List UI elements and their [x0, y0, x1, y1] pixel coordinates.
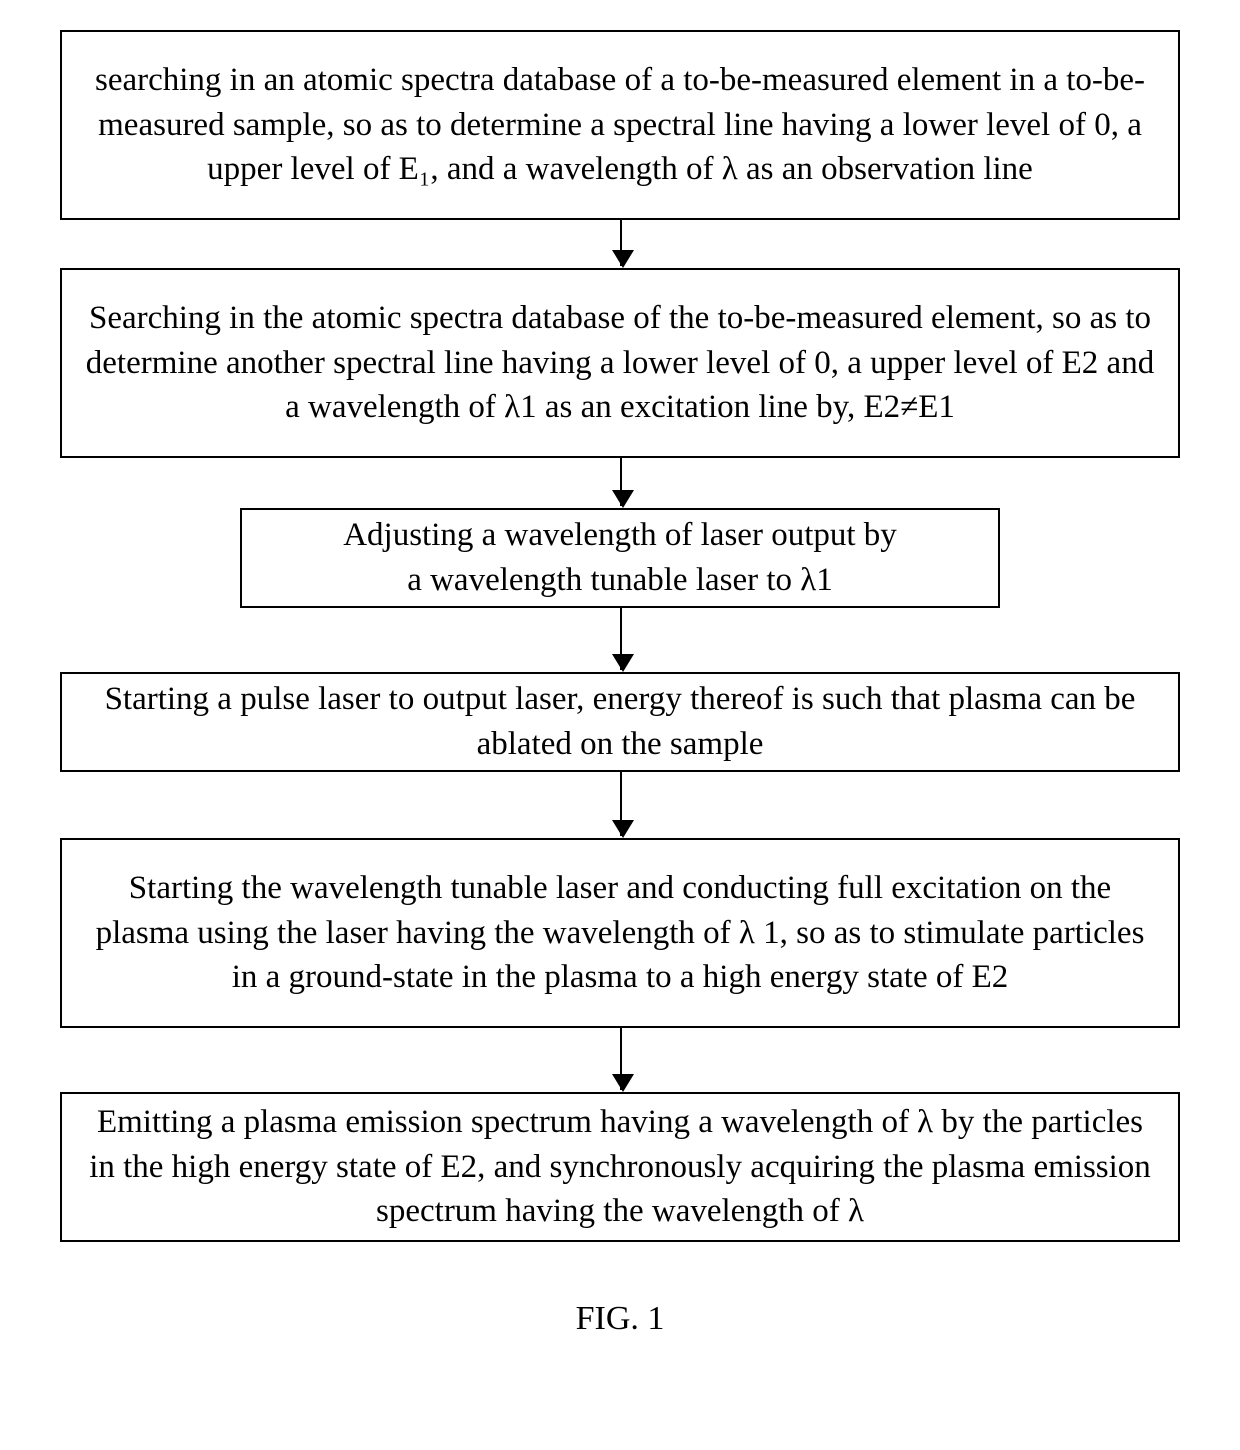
flow-step-1: searching in an atomic spectra database …: [60, 30, 1180, 220]
flow-step-2: Searching in the atomic spectra database…: [60, 268, 1180, 458]
flow-step-6: Emitting a plasma emission spectrum havi…: [60, 1092, 1180, 1242]
flow-step-2-text: Searching in the atomic spectra database…: [82, 296, 1158, 430]
flow-arrow-2-3: [620, 458, 622, 506]
flowchart-canvas: searching in an atomic spectra database …: [0, 0, 1240, 1450]
flow-step-1-text: searching in an atomic spectra database …: [82, 58, 1158, 192]
flow-step-3-text: Adjusting a wavelength of laser output b…: [343, 513, 897, 602]
figure-caption: FIG. 1: [0, 1300, 1240, 1338]
flow-step-6-text: Emitting a plasma emission spectrum havi…: [82, 1100, 1158, 1234]
flow-step-4-text: Starting a pulse laser to output laser, …: [82, 677, 1158, 766]
figure-caption-text: FIG. 1: [576, 1300, 665, 1337]
flow-arrow-5-6: [620, 1028, 622, 1090]
flow-step-4: Starting a pulse laser to output laser, …: [60, 672, 1180, 772]
flow-step-3: Adjusting a wavelength of laser output b…: [240, 508, 1000, 608]
flow-arrow-3-4: [620, 608, 622, 670]
flow-step-5-text: Starting the wavelength tunable laser an…: [82, 866, 1158, 1000]
flow-arrow-1-2: [620, 220, 622, 266]
flow-arrow-4-5: [620, 772, 622, 836]
flow-step-5: Starting the wavelength tunable laser an…: [60, 838, 1180, 1028]
